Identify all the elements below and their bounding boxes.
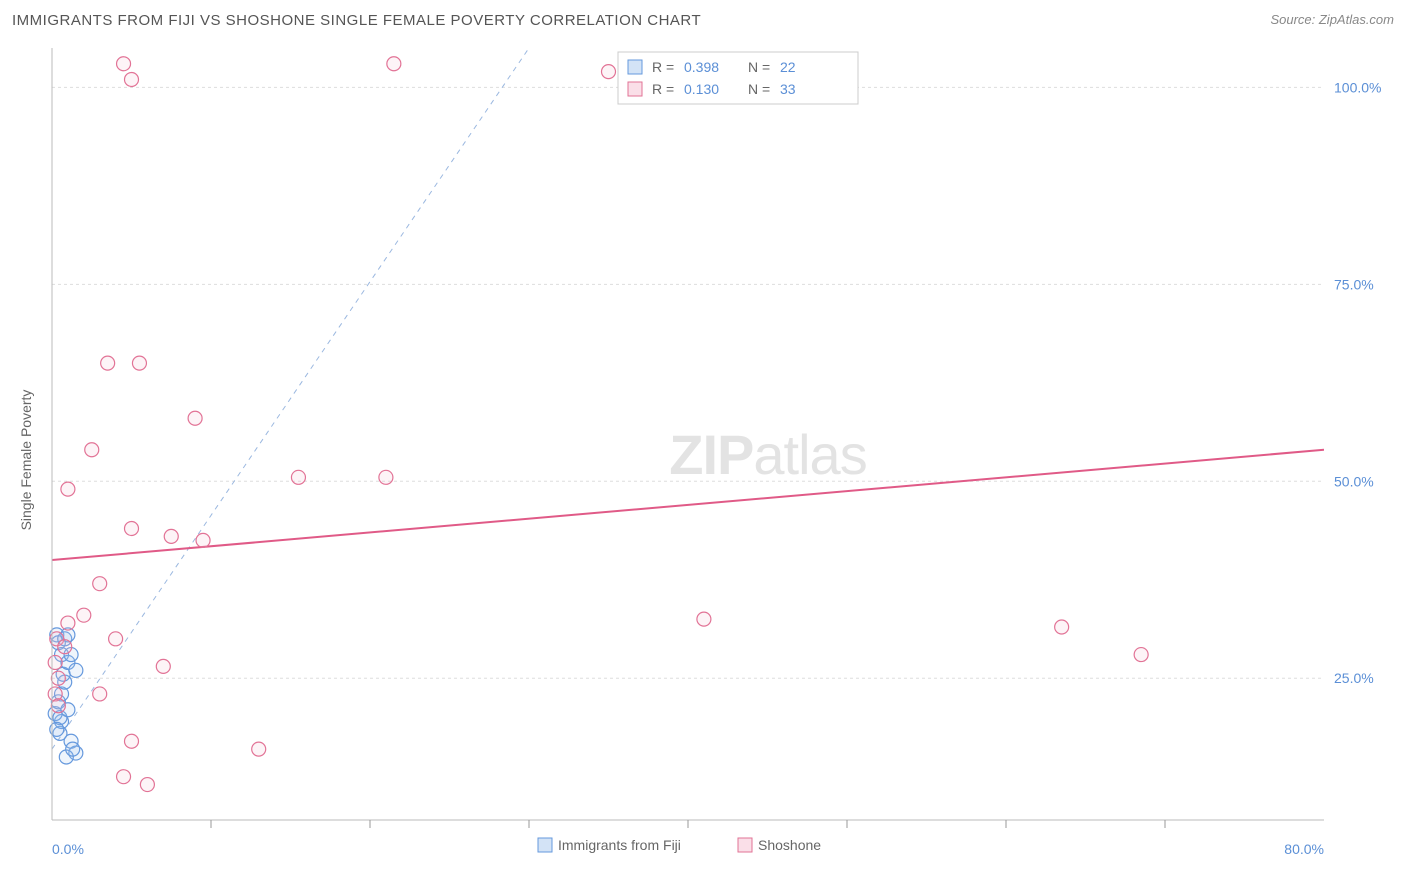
x-tick-label: 80.0%: [1284, 841, 1324, 857]
data-point: [58, 640, 72, 654]
x-tick-label: 0.0%: [52, 841, 84, 857]
legend-swatch: [738, 838, 752, 852]
data-point: [1134, 648, 1148, 662]
data-point: [196, 533, 210, 547]
chart-header: IMMIGRANTS FROM FIJI VS SHOSHONE SINGLE …: [12, 12, 1394, 36]
legend-series-label: Shoshone: [758, 837, 821, 853]
legend-swatch: [628, 60, 642, 74]
legend-n-value: 22: [780, 59, 796, 75]
data-point: [69, 663, 83, 677]
data-point: [1055, 620, 1069, 634]
data-point: [125, 73, 139, 87]
legend-r-label: R =: [652, 81, 674, 97]
data-point: [66, 742, 80, 756]
y-axis-label: Single Female Poverty: [18, 390, 34, 531]
y-tick-label: 50.0%: [1334, 473, 1374, 489]
data-point: [93, 687, 107, 701]
legend-r-value: 0.398: [684, 59, 719, 75]
y-tick-label: 100.0%: [1334, 79, 1381, 95]
data-point: [61, 616, 75, 630]
legend-series-label: Immigrants from Fiji: [558, 837, 681, 853]
y-tick-label: 25.0%: [1334, 670, 1374, 686]
data-point: [109, 632, 123, 646]
legend-r-value: 0.130: [684, 81, 719, 97]
data-point: [48, 655, 62, 669]
legend-n-label: N =: [748, 59, 770, 75]
data-point: [291, 470, 305, 484]
data-point: [156, 659, 170, 673]
legend-swatch: [538, 838, 552, 852]
y-tick-label: 75.0%: [1334, 276, 1374, 292]
data-point: [117, 57, 131, 71]
chart-container: Single Female Poverty ZIPatlas 0.0% 80.0% 2…: [12, 40, 1394, 880]
data-point: [117, 770, 131, 784]
data-point: [101, 356, 115, 370]
data-point: [164, 529, 178, 543]
data-point: [125, 734, 139, 748]
bottom-legend: Immigrants from Fiji Shoshone: [538, 837, 821, 853]
data-point: [188, 411, 202, 425]
data-point: [132, 356, 146, 370]
data-point: [602, 65, 616, 79]
data-point: [93, 577, 107, 591]
data-point: [379, 470, 393, 484]
data-point: [51, 671, 65, 685]
data-point: [697, 612, 711, 626]
data-point: [77, 608, 91, 622]
data-point: [51, 699, 65, 713]
data-point: [125, 522, 139, 536]
legend-swatch: [628, 82, 642, 96]
data-point: [85, 443, 99, 457]
data-point: [140, 778, 154, 792]
source-attribution: Source: ZipAtlas.com: [1270, 12, 1394, 27]
source-label: Source:: [1270, 12, 1318, 27]
legend-n-label: N =: [748, 81, 770, 97]
scatter-chart: ZIPatlas 0.0% 80.0% 25.0% 50.0% 75.0% 100.0% R …: [12, 40, 1394, 880]
legend-n-value: 33: [780, 81, 796, 97]
data-point: [387, 57, 401, 71]
chart-title: IMMIGRANTS FROM FIJI VS SHOSHONE SINGLE …: [12, 12, 701, 29]
watermark: ZIPatlas: [669, 423, 866, 486]
data-point: [61, 482, 75, 496]
data-point: [252, 742, 266, 756]
legend-r-label: R =: [652, 59, 674, 75]
source-value: ZipAtlas.com: [1319, 12, 1394, 27]
